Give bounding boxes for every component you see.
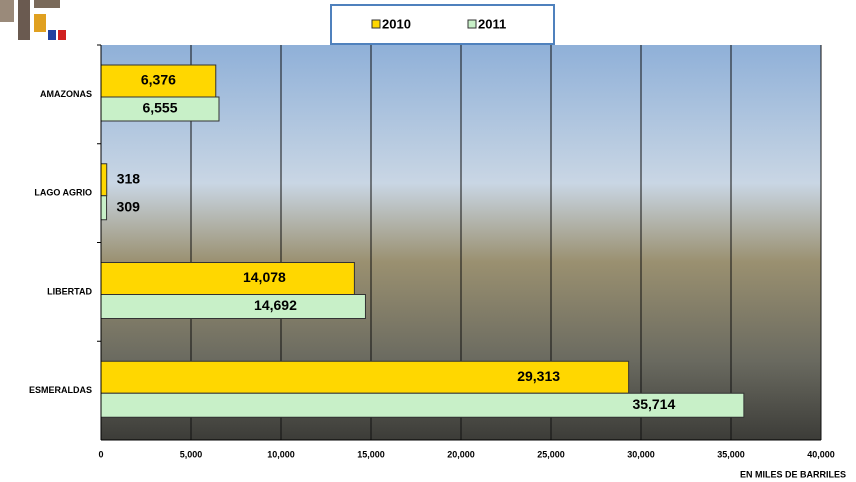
x-tick-label: 30,000 xyxy=(627,449,655,459)
data-label: 35,714 xyxy=(632,396,675,412)
x-axis-label: EN MILES DE BARRILES xyxy=(740,469,846,479)
data-label: 6,376 xyxy=(141,72,176,88)
legend-label: 2010 xyxy=(382,16,411,31)
x-tick-label: 15,000 xyxy=(357,449,385,459)
bar xyxy=(100,96,220,122)
x-tick-label: 35,000 xyxy=(717,449,745,459)
bar xyxy=(100,392,745,418)
data-label: 6,555 xyxy=(142,100,177,116)
x-tick-label: 5,000 xyxy=(180,449,203,459)
bar xyxy=(100,294,366,319)
bar xyxy=(100,195,108,221)
legend-swatch xyxy=(467,19,477,29)
x-tick-label: 40,000 xyxy=(807,449,835,459)
data-label: 14,078 xyxy=(243,269,286,285)
data-label: 29,313 xyxy=(517,368,560,384)
x-tick-label: 0 xyxy=(98,449,103,459)
bar xyxy=(100,64,217,98)
legend: 2010 2011 xyxy=(330,4,555,45)
y-tick-label: AMAZONAS xyxy=(40,89,92,99)
bar xyxy=(100,163,108,197)
data-label: 318 xyxy=(117,170,141,186)
bar xyxy=(100,262,355,295)
x-tick-label: 10,000 xyxy=(267,449,295,459)
y-tick-label: LAGO AGRIO xyxy=(34,188,92,198)
x-tick-label: 25,000 xyxy=(537,449,565,459)
logo xyxy=(0,0,66,40)
legend-swatch xyxy=(371,19,381,29)
data-label: 14,692 xyxy=(254,297,297,313)
bar xyxy=(100,360,630,394)
data-label: 309 xyxy=(117,198,141,214)
x-tick-label: 20,000 xyxy=(447,449,475,459)
legend-label: 2011 xyxy=(478,16,506,31)
y-tick-label: ESMERALDAS xyxy=(29,385,92,395)
y-tick-label: LIBERTAD xyxy=(47,286,92,296)
